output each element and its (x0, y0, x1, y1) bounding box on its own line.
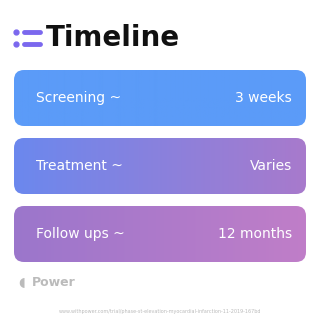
Text: Timeline: Timeline (46, 24, 180, 52)
Text: ◖: ◖ (19, 276, 25, 288)
Text: Power: Power (32, 276, 76, 288)
Text: Screening ~: Screening ~ (36, 91, 121, 105)
Text: www.withpower.com/trial/phase-st-elevation-myocardial-infarction-11-2019-167bd: www.withpower.com/trial/phase-st-elevati… (59, 309, 261, 315)
Text: 3 weeks: 3 weeks (235, 91, 292, 105)
Text: 12 months: 12 months (218, 227, 292, 241)
Text: Varies: Varies (250, 159, 292, 173)
Text: Treatment ~: Treatment ~ (36, 159, 123, 173)
Text: Follow ups ~: Follow ups ~ (36, 227, 125, 241)
